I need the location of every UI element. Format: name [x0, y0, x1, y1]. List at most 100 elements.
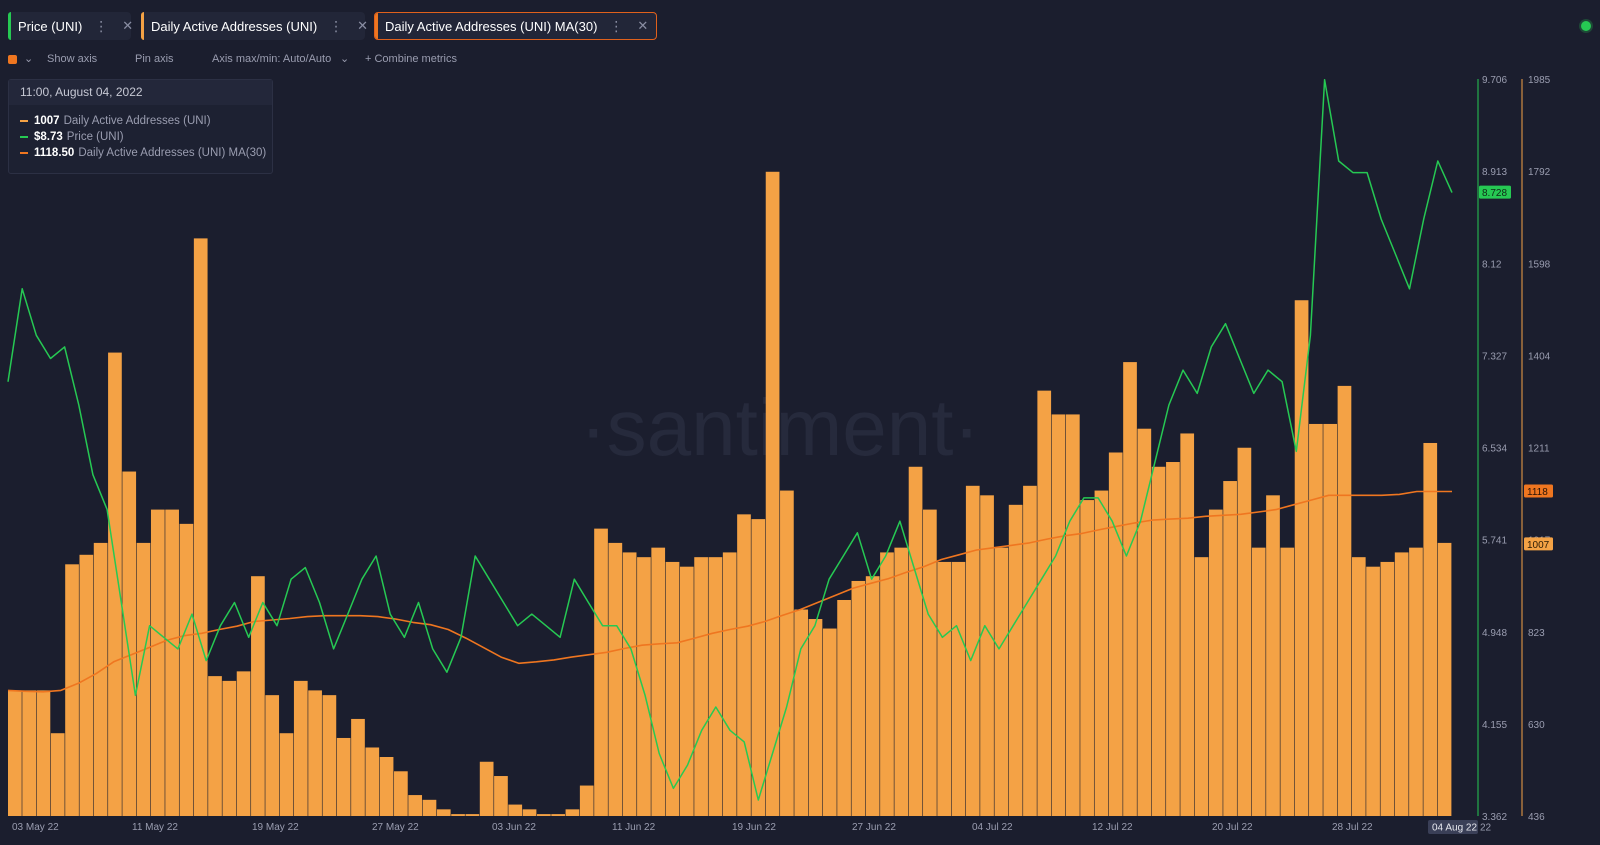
daa-bar — [36, 690, 51, 816]
daa-bar — [479, 761, 494, 816]
x-current-badge: 04 Aug 22 — [1432, 823, 1477, 834]
daa-tick-label: 1598 — [1528, 259, 1551, 270]
ma30-line — [7, 490, 1452, 693]
daa-bar — [1151, 466, 1166, 816]
axis-maxmin-dropdown[interactable]: Axis max/min: Auto/Auto — [212, 53, 332, 65]
more-options-icon[interactable]: ⋮ — [609, 17, 624, 34]
daa-bar — [965, 485, 980, 816]
daa-bar — [422, 799, 437, 816]
chevron-down-icon[interactable]: ⌄ — [24, 53, 34, 65]
daa-bar — [1380, 561, 1395, 816]
x-tick-label: 27 Jun 22 — [852, 822, 896, 833]
price-current-badge-bg — [1479, 185, 1511, 199]
daa-bar — [994, 547, 1009, 816]
daa-bar — [694, 557, 708, 816]
daa-bar — [1437, 542, 1452, 816]
daa-bar — [1294, 300, 1309, 816]
daa-bar — [908, 466, 923, 816]
daa-bar — [93, 542, 108, 816]
daa-bar — [822, 628, 837, 816]
close-icon[interactable]: ✕ — [637, 18, 649, 33]
tooltip-row-ma30: 1118.50 Daily Active Addresses (UNI) MA(3… — [20, 147, 266, 159]
daa-bar — [951, 561, 966, 816]
daa-bar — [1065, 414, 1080, 816]
daa-tick-label: 1792 — [1528, 167, 1551, 178]
daa-bar — [508, 804, 523, 816]
daa-bar — [679, 566, 694, 816]
daa-bar — [379, 757, 394, 816]
series-color-line — [20, 151, 28, 154]
daa-bar — [308, 690, 322, 816]
chevron-down-icon[interactable]: ⌄ — [340, 53, 350, 65]
daa-bar — [122, 471, 137, 816]
daa-bar — [1223, 481, 1237, 816]
tooltip-value: $8.73 — [34, 131, 63, 143]
daa-bar — [751, 519, 766, 816]
daa-bar — [708, 557, 723, 816]
x-tick-label: 11 Jun 22 — [612, 822, 656, 833]
daa-bar — [108, 352, 122, 816]
daa-bar — [179, 523, 194, 816]
show-axis-button[interactable]: Show axis — [47, 53, 98, 65]
daa-tick-label: 1404 — [1528, 351, 1551, 362]
daa-bar — [608, 542, 623, 816]
price-tick-label: 4.155 — [1482, 720, 1507, 731]
daa-bar — [436, 809, 451, 816]
daa-bar — [851, 580, 866, 816]
tooltip-label: Price (UNI) — [66, 131, 124, 143]
tab-color-bar — [141, 12, 144, 40]
tab-color-bar — [8, 12, 11, 40]
tooltip-label: Daily Active Addresses (UNI) — [63, 115, 211, 127]
price-tick-label: 8.12 — [1482, 259, 1502, 270]
x-current-suffix: 22 — [1480, 823, 1492, 834]
daa-bar — [837, 599, 851, 816]
tooltip-value: 1007 — [34, 115, 60, 127]
combine-metrics-button[interactable]: + Combine metrics — [365, 53, 458, 65]
price-current-badge: 8.728 — [1482, 188, 1507, 199]
daa-bar — [136, 542, 151, 816]
daa-bar — [251, 576, 265, 816]
more-options-icon[interactable]: ⋮ — [94, 17, 109, 34]
more-options-icon[interactable]: ⋮ — [329, 17, 344, 34]
daa-bar — [579, 785, 594, 816]
daa-bar — [1208, 509, 1223, 816]
daa-bar — [780, 490, 794, 816]
x-tick-label: 03 Jun 22 — [492, 822, 536, 833]
tab-label: Price (UNI) — [18, 18, 83, 34]
tab-color-bar — [375, 13, 378, 39]
ma30-current-badge: 1118 — [1527, 487, 1548, 498]
daa-tick-label: 823 — [1528, 628, 1545, 639]
daa-bar — [351, 718, 365, 816]
daa-bar — [1394, 552, 1409, 816]
price-tick-label: 8.913 — [1482, 167, 1507, 178]
pin-axis-button[interactable]: Pin axis — [135, 53, 174, 65]
close-icon[interactable]: ✕ — [122, 18, 134, 33]
daa-bar — [394, 771, 408, 816]
daa-bar — [465, 814, 480, 816]
close-icon[interactable]: ✕ — [357, 18, 369, 33]
tab-daily-active-addresses[interactable]: Daily Active Addresses (UNI) ⋮ ✕ — [141, 12, 369, 40]
tab-price-uni[interactable]: Price (UNI) ⋮ ✕ — [8, 12, 134, 40]
daa-bar — [1194, 557, 1209, 816]
daa-bar — [637, 557, 651, 816]
daa-bar — [1051, 414, 1066, 816]
daa-bar — [937, 561, 952, 816]
daa-bar — [494, 776, 508, 816]
daa-bar — [1180, 433, 1195, 816]
daa-bar — [293, 680, 308, 816]
daa-bar — [1351, 557, 1366, 816]
daa-bar — [880, 552, 894, 816]
daa-bar — [865, 576, 880, 816]
x-tick-label: 27 May 22 — [372, 822, 419, 833]
daa-bars — [8, 171, 1452, 816]
daa-bar — [322, 695, 337, 816]
daa-bar — [279, 733, 294, 816]
color-swatch-icon[interactable] — [8, 55, 17, 64]
price-line — [7, 78, 1453, 801]
daa-bar — [336, 737, 351, 816]
tab-daily-active-addresses-ma30[interactable]: Daily Active Addresses (UNI) MA(30) ⋮ ✕ — [374, 12, 657, 40]
daa-tick-label: 436 — [1528, 812, 1545, 823]
daa-bar — [1309, 423, 1323, 816]
metric-tabs: Price (UNI) ⋮ ✕ Daily Active Addresses (… — [0, 0, 1600, 48]
